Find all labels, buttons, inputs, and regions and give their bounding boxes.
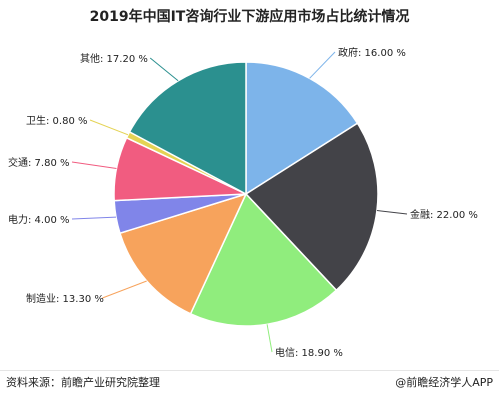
leader-line-4 [102, 280, 147, 299]
footer-divider [0, 370, 499, 371]
leader-line-1 [309, 51, 336, 79]
leader-line-3 [266, 324, 273, 353]
pie-slice-2 [244, 122, 379, 292]
slice-label-8: 其他: 17.20 % [80, 52, 148, 65]
leader-line-6 [71, 161, 117, 169]
leader-line-5 [71, 216, 117, 220]
slice-label-5: 电力: 4.00 % [8, 213, 70, 226]
slice-label-1: 政府: 16.00 % [338, 46, 406, 59]
brand-credit: @前瞻经济学人APP [395, 376, 493, 389]
pie-chart: 政府: 16.00 % 金融: 22.00 % 电信: 18.90 % 制造业: 13… [8, 46, 478, 359]
pie-slice-3 [189, 192, 338, 327]
chart-title: 2019年中国IT咨询行业下游应用市场占比统计情况 [89, 9, 410, 25]
slice-label-2: 金融: 22.00 % [410, 208, 478, 221]
slice-label-4: 制造业: 13.30 % [26, 292, 104, 305]
source-note: 资料来源：前瞻产业研究院整理 [6, 376, 160, 389]
leader-line-2 [376, 210, 408, 215]
leader-line-7 [89, 119, 129, 136]
slice-label-6: 交通: 7.80 % [8, 156, 70, 169]
leader-line-8 [149, 57, 179, 82]
pie-slice-1 [245, 61, 359, 196]
slice-label-3: 电信: 18.90 % [275, 346, 343, 359]
slice-label-7: 卫生: 0.80 % [26, 114, 88, 127]
pie-slice-8 [128, 61, 247, 196]
